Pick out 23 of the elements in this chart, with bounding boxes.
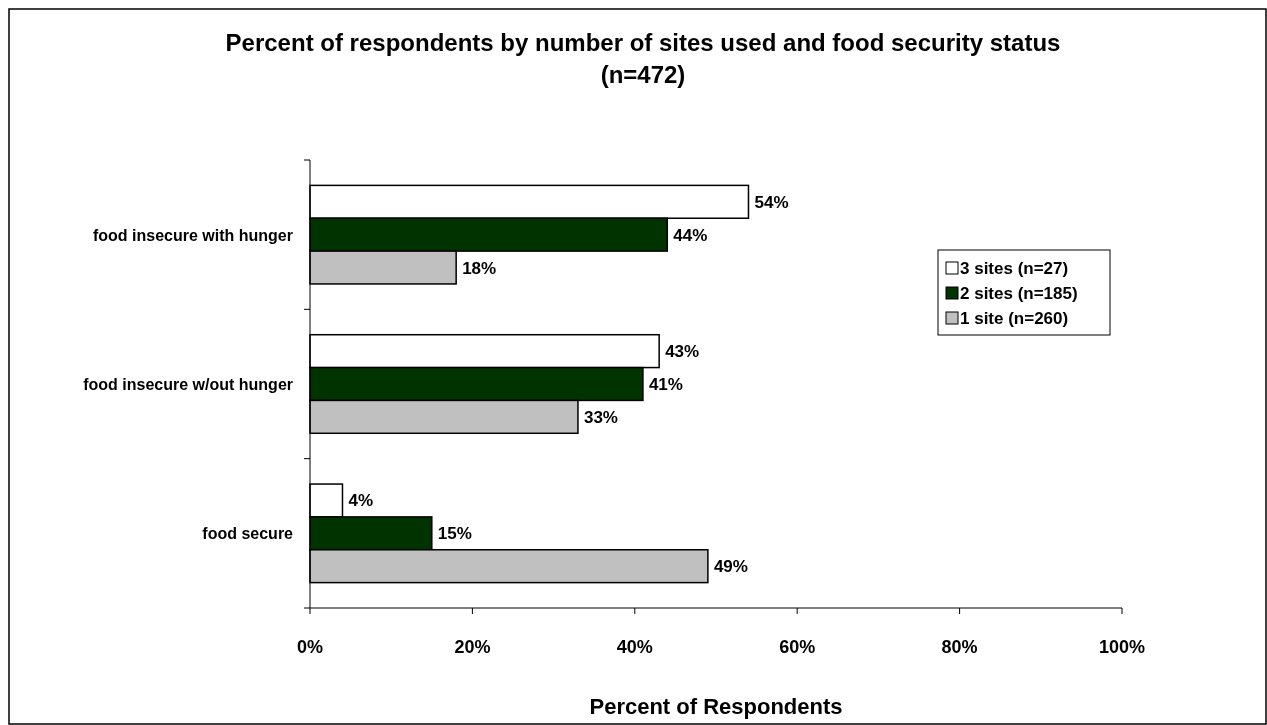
- data-label: 54%: [754, 192, 789, 212]
- data-label: 4%: [348, 491, 374, 511]
- legend-label: 3 sites (n=27): [960, 259, 1069, 278]
- x-tick-label: 0%: [296, 637, 324, 657]
- data-label: 41%: [648, 375, 683, 394]
- chart-title: Percent of respondents by number of sites used and food security status (n=472): [225, 29, 1061, 88]
- data-label: 15%: [437, 524, 472, 544]
- x-axis-title: Percent of Respondents: [589, 694, 843, 719]
- x-tick-label: 40%: [616, 637, 653, 657]
- data-label: 33%: [583, 407, 618, 427]
- y-tick-label: food secure: [202, 525, 294, 543]
- data-label: 18%: [462, 258, 497, 278]
- data-label: 43%: [665, 342, 700, 362]
- y-tick-label: food insecure w/out hunger: [83, 376, 293, 393]
- data-label: 49%: [713, 557, 748, 577]
- legend-label: 1 site (n=260): [960, 309, 1069, 328]
- x-tick-label: 60%: [779, 637, 816, 657]
- x-tick-label: 20%: [454, 637, 491, 657]
- data-label: 44%: [673, 225, 708, 245]
- y-tick-label: food insecure with hunger: [92, 226, 293, 244]
- legend-label: 2 sites (n=185): [960, 284, 1078, 303]
- x-tick-label: 80%: [941, 637, 978, 657]
- x-tick-label: 100%: [1098, 637, 1146, 657]
